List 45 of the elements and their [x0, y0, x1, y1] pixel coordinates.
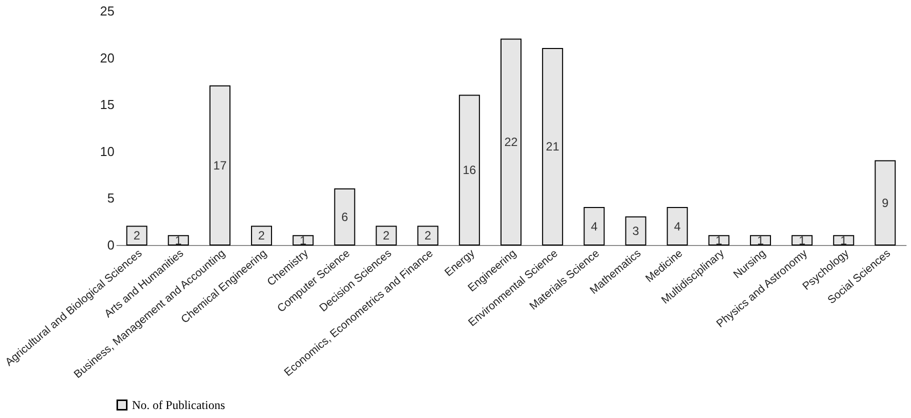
y-tick-label: 10: [100, 144, 114, 159]
data-label: 2: [424, 228, 432, 243]
data-label: 22: [504, 135, 518, 150]
data-label: 1: [716, 233, 723, 248]
bar: [666, 207, 688, 246]
y-tick-label: 15: [100, 97, 114, 112]
bar: [292, 235, 314, 246]
data-label: 1: [175, 233, 182, 248]
data-label: 2: [133, 228, 140, 243]
bar: [833, 235, 854, 246]
bar: [500, 38, 522, 246]
bar: [126, 226, 148, 246]
data-label: 21: [546, 140, 560, 154]
y-tick-label: 20: [100, 50, 114, 66]
bar: [750, 235, 771, 246]
bar: [458, 94, 480, 246]
bar: [874, 160, 896, 246]
bar: [168, 235, 189, 246]
y-tick-label: 0: [107, 238, 114, 252]
data-label: 17: [213, 158, 227, 172]
bar: [334, 188, 356, 246]
bar: [584, 207, 605, 246]
data-label: 16: [462, 163, 476, 178]
bar: [708, 235, 730, 246]
bar: [792, 235, 813, 246]
bar: [417, 226, 438, 246]
y-tick-label: 25: [100, 4, 114, 18]
bar: [376, 226, 397, 246]
data-label: 1: [798, 233, 806, 248]
data-label: 2: [258, 228, 266, 243]
bar: [251, 226, 272, 246]
data-label: 1: [300, 233, 307, 248]
bar: [209, 85, 230, 246]
data-label: 2: [382, 228, 390, 243]
data-label: 6: [341, 210, 348, 224]
data-label: 3: [632, 224, 640, 238]
data-label: 9: [882, 196, 889, 210]
data-label: 4: [590, 219, 598, 234]
data-label: 1: [840, 233, 848, 248]
data-label: 1: [757, 233, 764, 248]
legend-label: No. of Publications: [132, 398, 226, 412]
bar: [542, 48, 564, 246]
bar: [625, 216, 646, 246]
y-tick-label: 5: [107, 190, 114, 206]
data-label: 4: [674, 219, 681, 234]
